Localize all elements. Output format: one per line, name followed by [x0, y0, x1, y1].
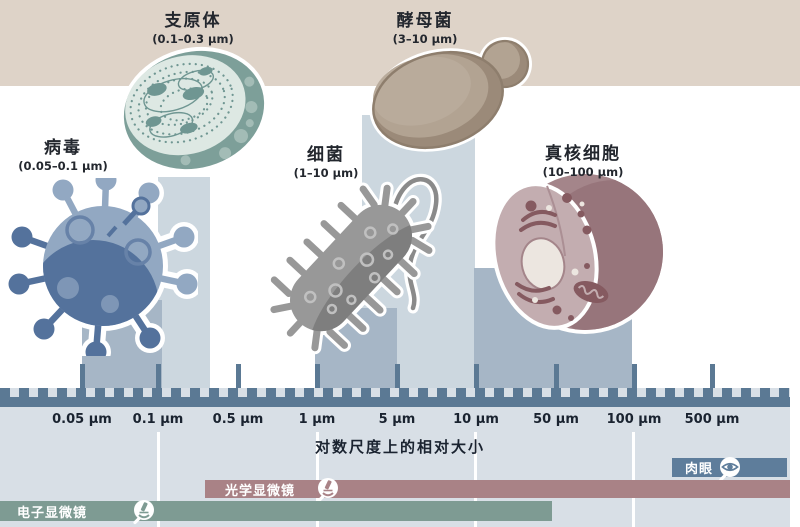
decade-divider — [632, 432, 635, 527]
ruler-tick — [395, 364, 400, 388]
mycoplasma-label: 支原体 (0.1–0.3 μm) — [152, 6, 233, 46]
tick-label: 100 μm — [606, 412, 662, 427]
eukaryote-size-range: (10–100 μm) — [542, 165, 624, 179]
ruler-band — [0, 397, 790, 407]
ruler-tick — [236, 364, 241, 388]
ruler-tick — [156, 364, 161, 388]
tick-label: 50 μm — [533, 412, 579, 427]
decade-divider — [474, 432, 477, 527]
eukaryote-name: 真核细胞 — [544, 144, 621, 164]
mycoplasma-name: 支原体 — [164, 11, 222, 31]
tick-label: 0.5 μm — [212, 412, 264, 427]
optical-microscope-label: 光学显微镜 — [225, 483, 296, 499]
decade-divider — [157, 432, 160, 527]
ruler-comb — [0, 388, 790, 397]
ruler-tick — [554, 364, 559, 388]
optical-microscope-range-bar: 光学显微镜 — [205, 478, 790, 503]
tick-label: 0.05 μm — [52, 412, 112, 427]
naked-eye-label: 肉眼 — [685, 462, 714, 477]
bacteria-name: 细菌 — [307, 145, 345, 165]
mycoplasma-illustration — [119, 46, 269, 174]
mycoplasma-size-range: (0.1–0.3 μm) — [152, 32, 234, 46]
ruler-tick — [474, 364, 479, 388]
ruler-tick — [710, 364, 715, 388]
yeast-size-range: (3–10 μm) — [392, 32, 458, 46]
eye-magnifier-icon — [719, 456, 740, 481]
virus-name: 病毒 — [44, 138, 82, 158]
bacteria-size-range: (1–10 μm) — [293, 166, 359, 180]
ruler-tick — [80, 364, 85, 388]
ruler-tick — [315, 364, 320, 388]
eukaryote-illustration — [491, 170, 667, 334]
electron-microscope-label: 电子显微镜 — [17, 505, 88, 521]
eukaryote-label: 真核细胞 (10–100 μm) — [543, 139, 624, 179]
yeast-name: 酵母菌 — [396, 11, 454, 31]
virus-size-range: (0.05–0.1 μm) — [18, 159, 108, 173]
tick-label: 500 μm — [684, 412, 740, 427]
bacteria-label: 细菌 (1–10 μm) — [294, 140, 359, 180]
tick-label: 0.1 μm — [132, 412, 184, 427]
tick-label: 10 μm — [453, 412, 499, 427]
naked-eye-range-bar: 肉眼 — [672, 456, 787, 481]
tick-label: 1 μm — [298, 412, 336, 427]
microscope-magnifier-icon — [133, 500, 154, 525]
yeast-label: 酵母菌 (3–10 μm) — [393, 6, 458, 46]
yeast-illustration — [369, 37, 532, 152]
electron-microscope-range-bar: 电子显微镜 — [0, 500, 552, 525]
microscope-magnifier-icon — [317, 478, 338, 503]
tick-label: 5 μm — [378, 412, 416, 427]
scale-caption: 对数尺度上的相对大小 — [314, 438, 486, 456]
virus-illustration — [8, 178, 198, 356]
ruler-tick — [632, 364, 637, 388]
virus-label: 病毒 (0.05–0.1 μm) — [18, 133, 107, 173]
bacteria-illustration — [268, 173, 442, 355]
decade-divider — [316, 432, 319, 527]
